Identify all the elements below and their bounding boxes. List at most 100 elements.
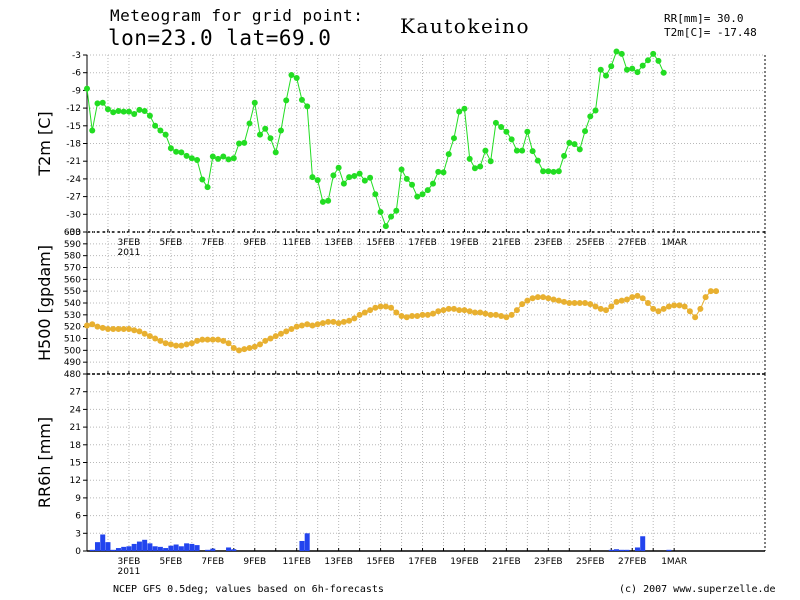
data-point <box>340 180 347 187</box>
data-point <box>519 147 526 154</box>
data-point <box>257 131 264 138</box>
data-point <box>503 128 510 135</box>
data-point <box>346 317 353 324</box>
y-tick-label: 570 <box>64 264 81 274</box>
data-point <box>146 112 153 119</box>
data-point <box>566 139 573 146</box>
data-point <box>603 72 610 79</box>
data-point <box>267 135 274 142</box>
data-point <box>188 340 195 347</box>
data-point <box>377 208 384 215</box>
data-point <box>623 296 630 303</box>
data-point <box>152 122 159 129</box>
data-point <box>152 335 159 342</box>
data-point <box>393 309 400 316</box>
data-point <box>178 149 185 156</box>
data-point <box>319 320 326 327</box>
data-point <box>487 158 494 165</box>
y-tick-label: 6 <box>75 512 81 522</box>
data-point <box>540 294 547 301</box>
precip-bar <box>136 541 142 551</box>
data-point <box>330 318 337 325</box>
y-tick-label: -21 <box>66 157 81 167</box>
data-point <box>409 313 416 320</box>
data-point <box>686 308 693 315</box>
data-point <box>660 305 667 312</box>
precip-bar <box>89 549 95 551</box>
data-point <box>618 297 625 304</box>
data-point <box>173 148 180 155</box>
data-point <box>435 168 442 175</box>
data-point <box>314 321 321 328</box>
data-point <box>115 326 122 333</box>
data-point <box>639 295 646 302</box>
data-point <box>141 330 148 337</box>
x-tick-label: 17FEB <box>408 238 437 248</box>
x-year-label: 2011 <box>117 248 140 258</box>
precip-bar <box>184 543 190 551</box>
x-tick-label: 3FEB <box>118 557 141 567</box>
data-point <box>173 342 180 349</box>
data-point <box>603 307 610 314</box>
data-point <box>194 337 201 344</box>
data-point <box>713 288 720 295</box>
data-point <box>288 72 295 79</box>
precip-bar <box>189 543 195 551</box>
data-point <box>162 131 169 138</box>
data-point <box>131 111 138 117</box>
precip-bar <box>640 536 646 551</box>
title-line-2: lon=23.0 lat=69.0 <box>108 26 332 50</box>
data-point <box>272 149 279 156</box>
data-point <box>104 326 111 333</box>
data-point <box>561 298 568 305</box>
y-tick-label: -6 <box>72 69 81 79</box>
data-point <box>304 321 311 328</box>
data-point <box>634 292 641 299</box>
data-point <box>545 168 552 175</box>
data-point <box>94 323 101 330</box>
x-tick-label: 9FEB <box>243 557 266 567</box>
data-point <box>246 344 253 351</box>
data-point <box>304 103 311 110</box>
data-point <box>388 304 395 311</box>
precip-bar <box>121 546 127 551</box>
data-point <box>319 198 326 205</box>
data-point <box>225 156 232 163</box>
precip-bar <box>634 547 640 551</box>
data-point <box>298 96 305 103</box>
data-point <box>592 303 599 310</box>
data-point <box>125 326 132 333</box>
data-point <box>120 326 127 333</box>
data-point <box>597 66 604 73</box>
precip-bar <box>115 548 121 551</box>
data-point <box>99 324 106 331</box>
y-tick-label: 540 <box>64 299 81 309</box>
data-point <box>356 311 363 318</box>
data-point <box>660 69 667 76</box>
data-point <box>398 313 405 320</box>
data-point <box>597 305 604 312</box>
data-point <box>277 330 284 337</box>
data-point <box>204 336 211 343</box>
data-point <box>89 127 96 134</box>
x-tick-label: 15FEB <box>366 238 395 248</box>
y-tick-label: 550 <box>64 287 81 297</box>
data-point <box>498 123 505 130</box>
data-point <box>477 309 484 316</box>
data-point <box>623 66 630 73</box>
y-tick-label: -33 <box>66 228 81 238</box>
data-point <box>94 100 101 107</box>
x-tick-label: 5FEB <box>159 238 182 248</box>
data-point <box>513 147 520 154</box>
data-point <box>104 106 111 113</box>
data-point <box>409 181 416 188</box>
data-point <box>582 300 589 306</box>
data-point <box>136 328 143 335</box>
precip-bar <box>105 542 111 551</box>
data-point <box>450 305 457 312</box>
data-point <box>707 288 714 295</box>
x-tick-label: 17FEB <box>408 557 437 567</box>
data-point <box>236 347 243 354</box>
data-point <box>613 48 620 55</box>
data-point <box>650 50 657 57</box>
